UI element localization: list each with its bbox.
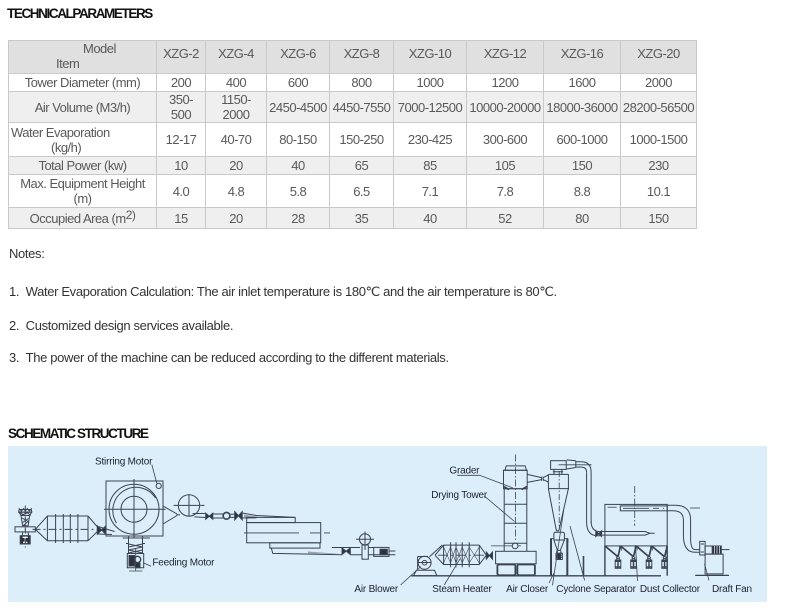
svg-text:Grader: Grader xyxy=(449,466,480,477)
svg-text:Drying Tower: Drying Tower xyxy=(431,490,488,501)
svg-text:Air Closer: Air Closer xyxy=(506,584,549,595)
svg-text:Stirring Motor: Stirring Motor xyxy=(95,457,153,468)
svg-text:Cyclone Separator: Cyclone Separator xyxy=(556,584,636,595)
svg-text:Steam Heater: Steam Heater xyxy=(432,584,492,595)
svg-text:Dust Collector: Dust Collector xyxy=(640,584,701,595)
svg-text:Draft Fan: Draft Fan xyxy=(712,584,752,595)
svg-text:Feeding Motor: Feeding Motor xyxy=(152,558,215,569)
svg-text:Air Blower: Air Blower xyxy=(354,584,398,595)
